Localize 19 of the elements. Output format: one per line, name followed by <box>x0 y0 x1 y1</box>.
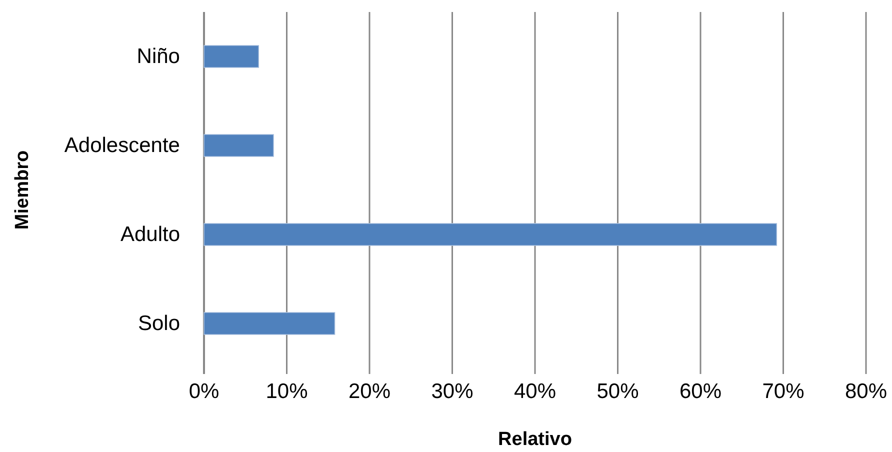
bar <box>204 312 336 335</box>
y-tick-label: Solo <box>138 312 180 335</box>
x-tick-label: 0% <box>188 380 220 403</box>
x-tick-label: 30% <box>431 380 474 403</box>
x-tick-label: 20% <box>348 380 391 403</box>
x-tick-label: 50% <box>596 380 639 403</box>
x-tick-label: 40% <box>514 380 556 403</box>
bar <box>204 223 778 246</box>
x-tick-label: 60% <box>679 380 722 403</box>
bar <box>204 45 260 68</box>
x-axis-title: Relativo <box>498 429 572 450</box>
x-tick-label: 70% <box>762 380 804 403</box>
y-tick-label: Adolescente <box>64 134 180 157</box>
bar <box>204 134 274 157</box>
y-tick-label: Niño <box>136 45 180 68</box>
x-tick-label: 10% <box>266 380 308 403</box>
y-axis-title: Miembro <box>12 150 33 230</box>
y-tick-label: Adulto <box>120 223 180 246</box>
x-tick-label: 80% <box>844 380 888 403</box>
